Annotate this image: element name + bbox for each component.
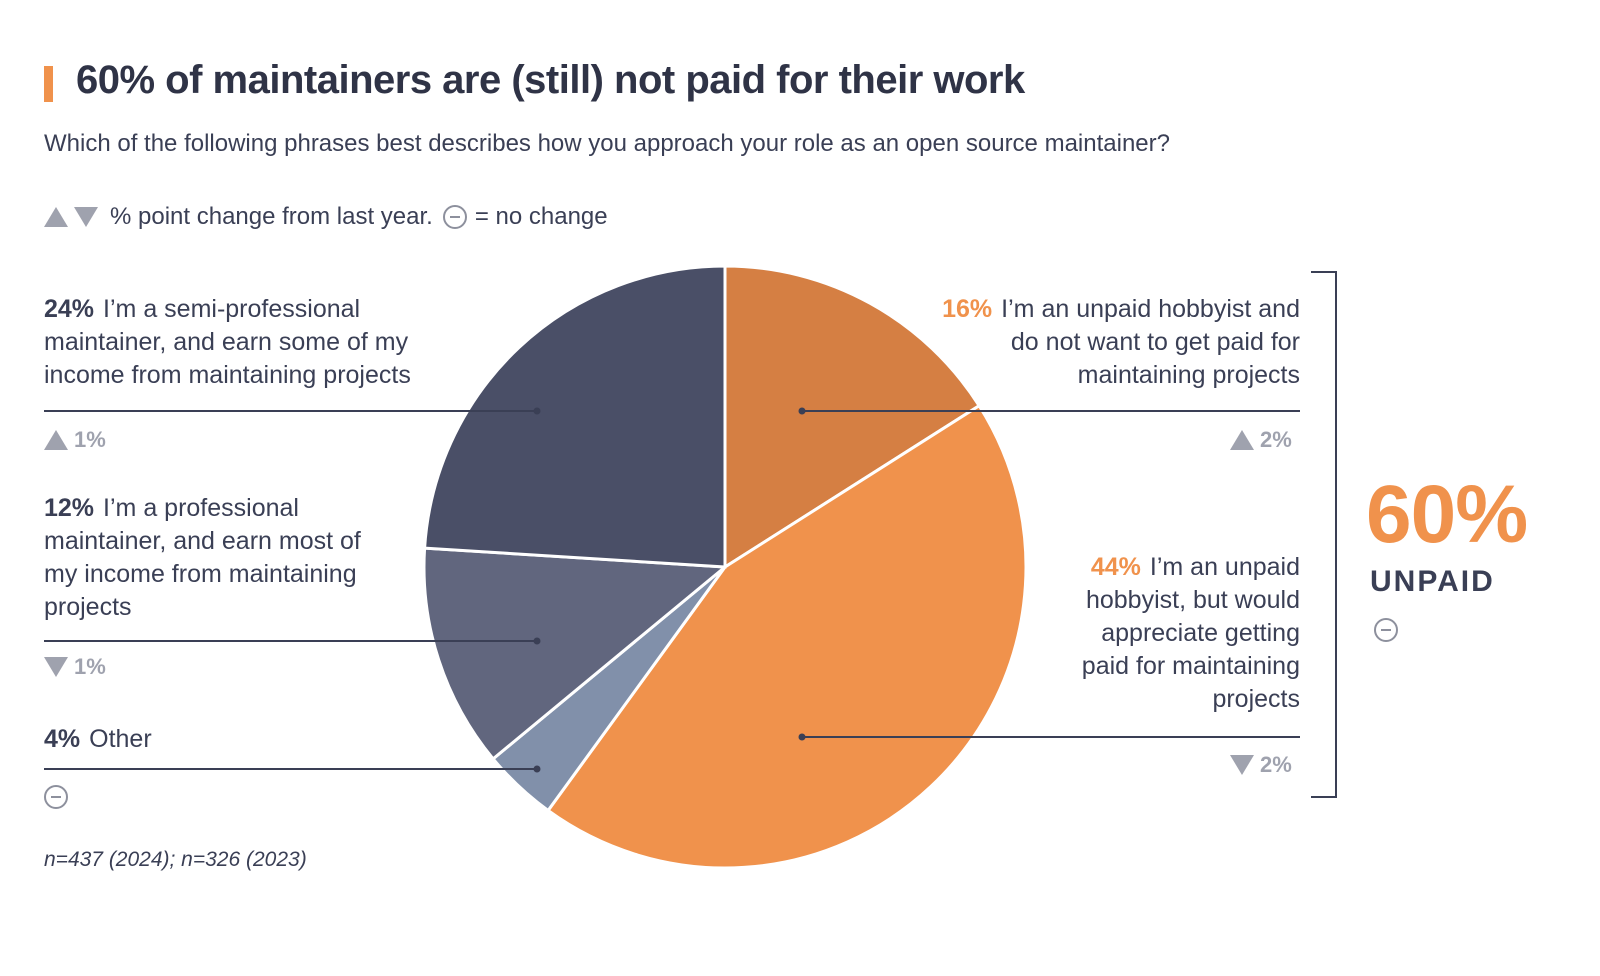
- change-value-unpaid-no-pay: 2%: [1260, 427, 1292, 452]
- leader-unpaid-would-appreciate-dot: [798, 733, 806, 741]
- leader-other-dot: [533, 765, 541, 773]
- legend-change-text: % point change from last year.: [110, 203, 433, 230]
- triangle-down-icon: [1230, 755, 1254, 775]
- change-value-semi-professional: 1%: [74, 427, 106, 452]
- text-unpaid-would-appreciate: I’m an unpaid hobbyist, but would apprec…: [1081, 553, 1300, 713]
- no-change-icon: [442, 205, 467, 229]
- unpaid-total-label: UNPAID: [1370, 565, 1495, 598]
- text-semi-professional: I’m a semi-professional maintainer, and …: [44, 295, 411, 389]
- pct-unpaid-no-pay: 16%: [942, 295, 993, 323]
- slice-semi-professional: [422, 264, 727, 569]
- no-change-icon: [44, 785, 68, 809]
- label-other: 4% Other: [44, 723, 344, 756]
- change-other: [44, 785, 68, 814]
- chart-subtitle: Which of the following phrases best desc…: [44, 130, 1170, 157]
- chart-title: 60% of maintainers are (still) not paid …: [76, 58, 1025, 102]
- triangle-down-icon: [44, 657, 68, 677]
- change-legend: % point change from last year. = no chan…: [44, 202, 608, 232]
- change-semi-professional: 1%: [44, 427, 106, 453]
- triangle-up-icon: [1230, 430, 1254, 450]
- change-value-unpaid-would-appreciate: 2%: [1260, 752, 1292, 777]
- text-unpaid-no-pay: I’m an unpaid hobbyist and do not want t…: [1001, 295, 1300, 389]
- pct-other: 4%: [44, 725, 81, 753]
- pct-professional: 12%: [44, 494, 95, 522]
- label-unpaid-no-pay: 16% I’m an unpaid hobbyist and do not wan…: [940, 293, 1300, 392]
- unpaid-bracket: [1311, 271, 1337, 798]
- change-value-professional: 1%: [74, 654, 106, 679]
- slice-unpaid-would-appreciate: [545, 403, 1028, 870]
- unpaid-total-value: 60%: [1366, 469, 1528, 560]
- title-accent-bar: [44, 66, 53, 102]
- leader-unpaid-no-pay-dot: [798, 407, 806, 415]
- text-professional: I’m a professional maintainer, and earn …: [44, 494, 361, 621]
- triangle-down-icon: [74, 207, 98, 227]
- change-professional: 1%: [44, 654, 106, 680]
- slice-professional: [422, 546, 729, 761]
- sample-size-footnote: n=437 (2024); n=326 (2023): [44, 848, 307, 871]
- triangle-up-icon: [44, 207, 68, 227]
- label-semi-professional: 24% I’m a semi-professional maintainer, a…: [44, 293, 464, 392]
- triangle-up-icon: [44, 430, 68, 450]
- pct-unpaid-would-appreciate: 44%: [1090, 553, 1141, 581]
- label-professional: 12% I’m a professional maintainer, and ea…: [44, 492, 374, 624]
- legend-no-change-text: = no change: [474, 203, 608, 230]
- label-unpaid-would-appreciate: 44% I’m an unpaid hobbyist, but would app…: [1050, 551, 1300, 716]
- change-unpaid-no-pay: 2%: [1230, 427, 1292, 453]
- change-unpaid-would-appreciate: 2%: [1230, 752, 1292, 778]
- slice-unpaid-no-pay: [723, 264, 982, 570]
- unpaid-change: [1374, 618, 1398, 647]
- pct-semi-professional: 24%: [44, 295, 95, 323]
- text-other: Other: [89, 725, 152, 753]
- leader-semi-professional-dot: [533, 407, 541, 415]
- no-change-icon: [1374, 618, 1398, 642]
- leader-professional-dot: [533, 637, 541, 645]
